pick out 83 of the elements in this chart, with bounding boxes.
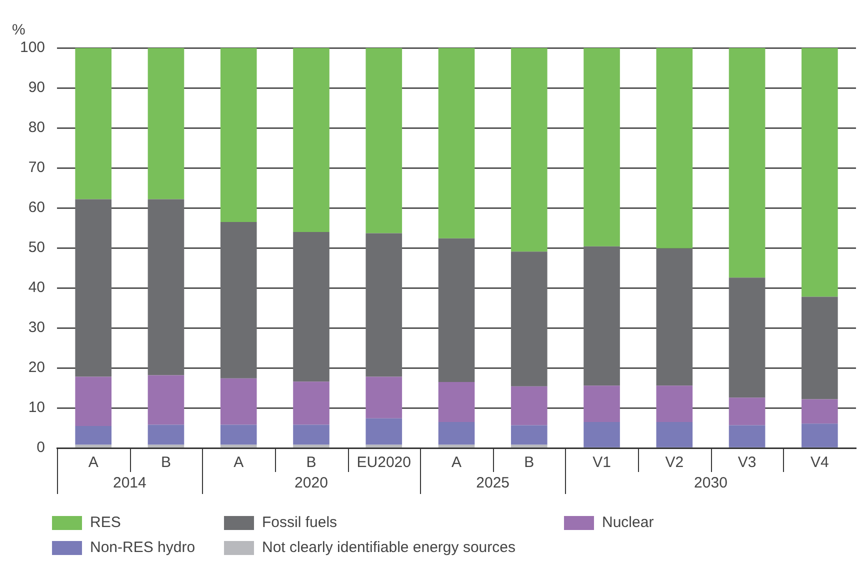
- bar: [802, 424, 838, 448]
- bar: [438, 48, 475, 238]
- x-tick-label: V2: [665, 454, 684, 472]
- bar: [438, 422, 475, 445]
- bar: [293, 424, 330, 445]
- text: 2030: [694, 474, 728, 492]
- bar: [510, 252, 548, 386]
- bar: [75, 376, 112, 426]
- x-tick-label: B: [306, 454, 316, 472]
- bar: [584, 386, 620, 422]
- y-tick-label: 100: [20, 39, 46, 56]
- bar: [293, 444, 330, 448]
- y-tick-label: 0: [36, 439, 46, 456]
- y-tick-label: 80: [28, 119, 46, 136]
- bar: [220, 444, 257, 448]
- text: 2020: [294, 474, 328, 492]
- x-tick-label: EU2020: [356, 454, 411, 472]
- x-tick-label: B: [160, 454, 171, 472]
- bar: [510, 386, 548, 426]
- bar: [148, 424, 184, 445]
- legend-label: Not clearly identifiable energy sources: [262, 539, 516, 556]
- bar: [510, 444, 548, 448]
- bar: [75, 426, 112, 445]
- bar: [75, 48, 112, 200]
- y-axis-title: %: [12, 22, 26, 39]
- bar: [438, 382, 475, 422]
- text: 2025: [476, 474, 510, 492]
- y-tick-label: 90: [28, 79, 46, 96]
- bar: [438, 444, 475, 448]
- bar: [75, 199, 112, 377]
- bar: [584, 246, 620, 386]
- bar: [510, 48, 548, 252]
- bar: [656, 48, 693, 248]
- bar: [148, 375, 184, 425]
- legend-label: Fossil fuels: [262, 514, 338, 531]
- bar: [220, 378, 257, 425]
- y-tick-label: 30: [28, 319, 46, 336]
- y-tick-label: 60: [28, 199, 46, 216]
- bar: [584, 48, 620, 246]
- text: 2014: [112, 474, 146, 492]
- x-tick-label: V1: [592, 454, 611, 472]
- x-tick-label: A: [452, 454, 462, 472]
- bar: [366, 376, 402, 418]
- bar: [293, 48, 330, 232]
- x-tick-label: V3: [738, 454, 756, 472]
- bar: [728, 425, 766, 448]
- y-tick-label: 50: [28, 239, 46, 256]
- x-tick-label: A: [88, 454, 98, 472]
- bar: [656, 386, 693, 422]
- legend-label: Nuclear: [602, 514, 654, 531]
- legend-label: Non-RES hydro: [90, 539, 196, 556]
- bar: [366, 418, 402, 445]
- bar: [656, 248, 693, 386]
- bar: [75, 444, 112, 448]
- bar: [728, 48, 766, 278]
- x-tick-label: V4: [810, 454, 829, 472]
- legend-label: RES: [90, 514, 121, 531]
- bar: [802, 399, 838, 424]
- bar: [148, 199, 184, 376]
- bar: [728, 398, 766, 426]
- y-tick-label: 20: [28, 359, 46, 376]
- bar: [293, 232, 330, 382]
- bar: [366, 48, 402, 234]
- bar: [148, 48, 184, 200]
- bar: [802, 296, 838, 400]
- y-tick-label: 40: [28, 279, 46, 296]
- bar: [584, 422, 620, 448]
- bar: [366, 233, 402, 377]
- bar: [510, 425, 548, 445]
- bar: [802, 48, 838, 297]
- bar: [293, 382, 330, 425]
- bar: [220, 424, 257, 445]
- x-tick-label: A: [234, 454, 244, 472]
- x-tick-label: B: [524, 454, 534, 472]
- bar: [220, 222, 257, 378]
- y-tick-label: 10: [28, 399, 46, 416]
- bar: [438, 238, 475, 382]
- bar: [148, 444, 184, 448]
- y-tick-label: 70: [28, 159, 46, 176]
- bar: [656, 422, 693, 448]
- bar: [220, 48, 257, 222]
- bar: [728, 278, 766, 398]
- bar: [366, 444, 402, 448]
